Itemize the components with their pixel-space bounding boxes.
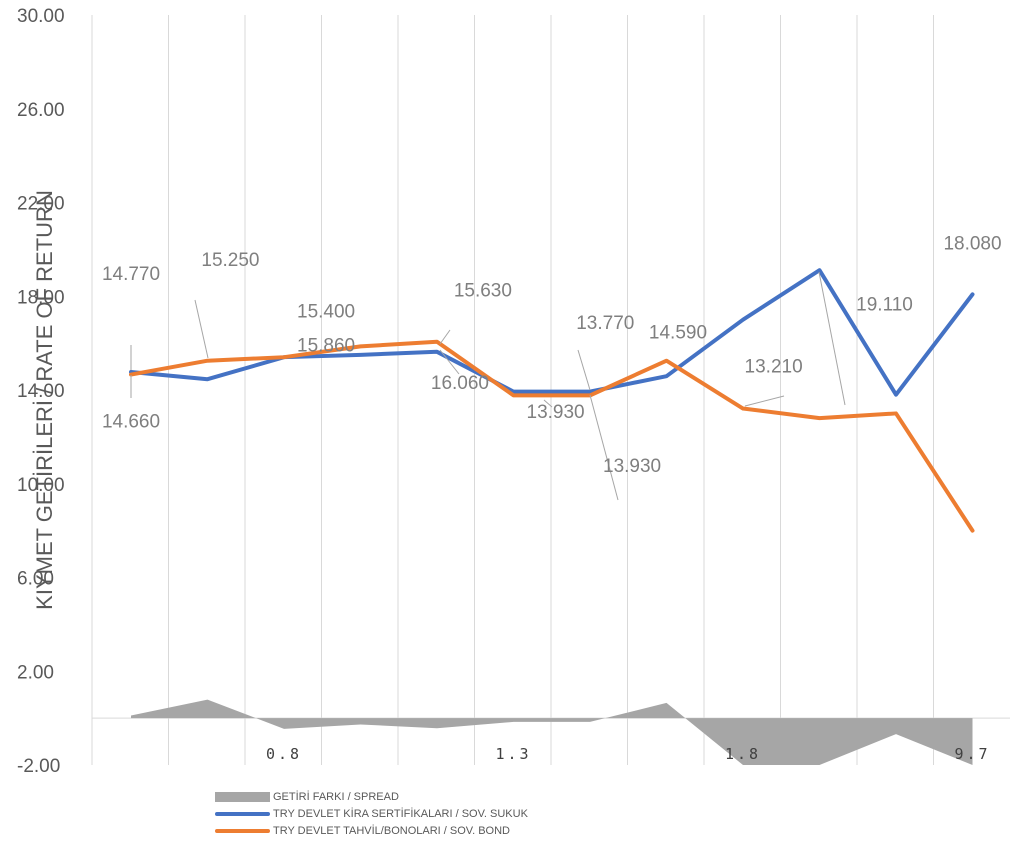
data-labels: 14.770 14.660 15.250 15.400 15.860 15.630 16.0… <box>102 233 1002 477</box>
y-tick-label: 6.00 <box>17 569 54 590</box>
leader-line <box>543 399 553 408</box>
leader-line <box>818 271 846 406</box>
leader-line <box>194 299 209 359</box>
legend: GETİRİ FARKI / SPREAD TRY DEVLET KİRA SE… <box>215 788 528 839</box>
data-label: 14.770 <box>102 264 160 285</box>
bond-series-line <box>129 339 975 533</box>
y-tick-label: 18.00 <box>17 287 65 308</box>
leader-line <box>744 395 785 407</box>
legend-label-sukuk: TRY DEVLET KİRA SERTİFİKALARI / SOV. SUK… <box>273 807 528 820</box>
series-lines-layer <box>129 268 975 533</box>
y-tick-label: 30.00 <box>17 6 65 27</box>
y-tick-label: 2.00 <box>17 662 54 683</box>
data-label: 13.210 <box>745 356 803 377</box>
vertical-gridlines <box>91 15 934 765</box>
data-label: 14.590 <box>649 322 707 343</box>
legend-item-bond[interactable]: TRY DEVLET TAHVİL/BONOLARI / SOV. BOND <box>215 822 528 839</box>
x-tick-label: 9.7 <box>954 745 990 763</box>
x-tick-label: 0.8 <box>266 745 302 763</box>
legend-label-bond: TRY DEVLET TAHVİL/BONOLARI / SOV. BOND <box>273 824 510 837</box>
legend-swatch-spread <box>215 791 270 802</box>
y-tick-label: 22.00 <box>17 194 65 215</box>
x-tick-label: 1.8 <box>725 745 761 763</box>
data-label: 19.110 <box>856 294 913 315</box>
legend-item-sukuk[interactable]: TRY DEVLET KİRA SERTİFİKALARI / SOV. SUK… <box>215 805 528 822</box>
data-label: 13.770 <box>576 313 634 334</box>
line-chart: 30.00 26.00 22.00 18.00 14.00 10.00 6.00 2.00 -2… <box>17 6 1010 777</box>
legend-label-spread: GETİRİ FARKI / SPREAD <box>273 790 399 803</box>
y-axis-ticks: 30.00 26.00 22.00 18.00 14.00 10.00 6.00 2.00 -2… <box>17 6 65 777</box>
data-label: 15.630 <box>454 280 512 301</box>
leader-line <box>589 394 619 501</box>
legend-swatch-bond <box>215 828 270 833</box>
y-tick-label: 14.00 <box>17 381 65 402</box>
legend-item-spread[interactable]: GETİRİ FARKI / SPREAD <box>215 788 528 805</box>
data-label: 15.250 <box>201 250 259 271</box>
leader-line <box>439 349 460 375</box>
x-axis-labels: 0.8 1.3 1.8 9.7 <box>266 745 990 763</box>
data-label: 16.060 <box>431 373 489 394</box>
y-tick-label: 10.00 <box>17 475 65 496</box>
data-label: 13.930 <box>527 402 585 423</box>
data-label: 13.930 <box>603 456 661 477</box>
leader-line <box>577 349 591 391</box>
data-label: 15.860 <box>297 335 355 356</box>
y-tick-label: -2.00 <box>17 756 60 777</box>
data-label: 15.400 <box>297 301 355 322</box>
leader-line <box>439 329 451 345</box>
y-tick-label: 26.00 <box>17 100 65 121</box>
legend-swatch-sukuk <box>215 811 270 816</box>
y-axis-title: KIYMET GETİRİLERİ / RATE OF RETURN <box>32 190 57 610</box>
label-leader-lines <box>130 271 846 501</box>
data-label: 14.660 <box>102 412 160 433</box>
spread-area <box>131 699 973 765</box>
sukuk-series-line <box>129 268 975 397</box>
data-label: 18.080 <box>943 233 1001 254</box>
spread-area-layer <box>131 699 973 765</box>
x-tick-label: 1.3 <box>495 745 531 763</box>
